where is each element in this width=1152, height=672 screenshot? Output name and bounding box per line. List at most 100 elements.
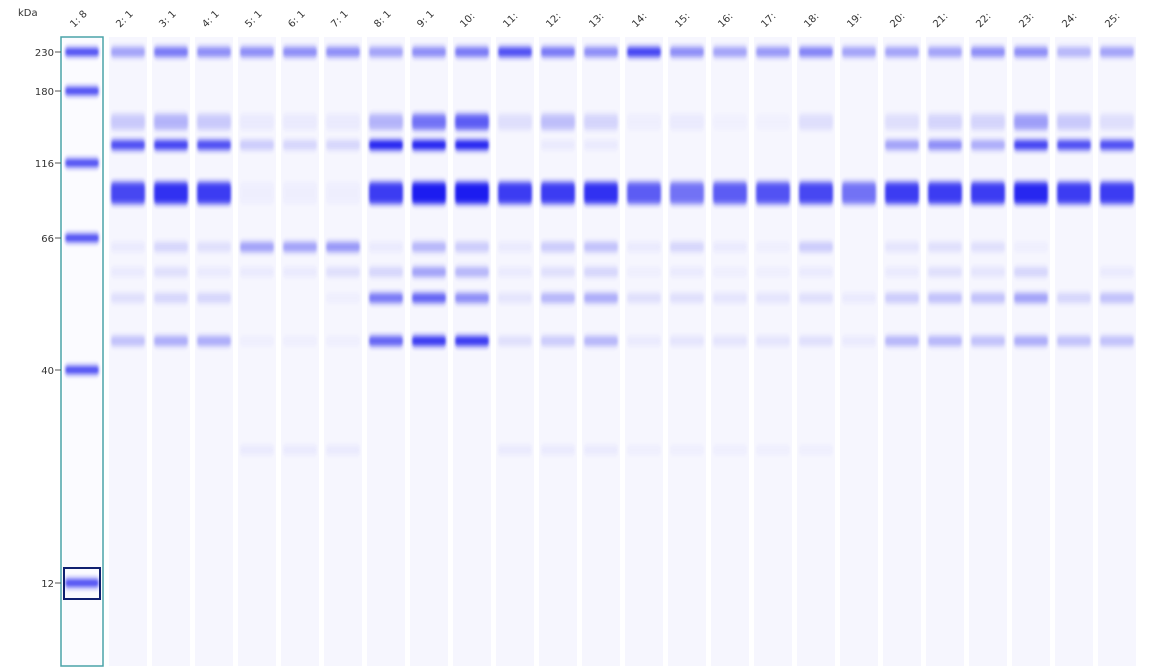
band: [928, 293, 962, 303]
band: [240, 336, 274, 346]
band: [1014, 47, 1048, 57]
band: [65, 48, 99, 56]
band: [326, 293, 360, 303]
lane: [668, 37, 706, 666]
band: [369, 182, 403, 204]
lane: [281, 37, 319, 666]
band: [541, 182, 575, 204]
band: [842, 47, 876, 57]
band: [541, 47, 575, 57]
band: [369, 47, 403, 57]
band: [885, 47, 919, 57]
band: [412, 140, 446, 150]
band: [627, 47, 661, 57]
band: [197, 267, 231, 277]
band: [627, 267, 661, 277]
band: [412, 336, 446, 346]
band: [971, 336, 1005, 346]
band: [412, 182, 446, 204]
band: [369, 140, 403, 150]
band: [670, 182, 704, 204]
band: [756, 293, 790, 303]
lane-label: 15:: [673, 11, 692, 30]
band: [627, 293, 661, 303]
band: [455, 336, 489, 346]
band: [65, 579, 99, 587]
band: [713, 336, 747, 346]
lane-label: 24:: [1060, 11, 1079, 30]
band: [455, 242, 489, 252]
band: [541, 242, 575, 252]
band: [627, 242, 661, 252]
band: [756, 242, 790, 252]
band: [111, 140, 145, 150]
lane: [969, 37, 1007, 666]
band: [369, 242, 403, 252]
band: [326, 182, 360, 204]
band: [971, 47, 1005, 57]
band: [498, 267, 532, 277]
band: [240, 445, 274, 455]
band: [670, 336, 704, 346]
band: [154, 47, 188, 57]
marker-label: 40: [41, 366, 54, 377]
lane-label: 20:: [888, 11, 907, 30]
band: [1014, 267, 1048, 277]
gel-view: kDa 1: 82: 13: 14: 15: 16: 17: 18: 19: 1…: [0, 0, 1152, 668]
lane: [1055, 37, 1093, 666]
band: [971, 267, 1005, 277]
band: [498, 242, 532, 252]
lane-label: 21:: [931, 11, 950, 30]
band: [1057, 293, 1091, 303]
lane-label: 3: 1: [157, 9, 178, 30]
lane: [625, 37, 663, 666]
band: [541, 267, 575, 277]
band: [670, 242, 704, 252]
band: [541, 293, 575, 303]
band: [240, 182, 274, 204]
lane: [539, 37, 577, 666]
lane-label: 11:: [501, 11, 520, 30]
band: [111, 47, 145, 57]
band: [197, 242, 231, 252]
band: [1057, 114, 1091, 130]
lane: [1012, 37, 1050, 666]
lane-label: 18:: [802, 11, 821, 30]
lane-label: 1: 8: [68, 9, 89, 30]
band: [1014, 242, 1048, 252]
band: [369, 267, 403, 277]
lane-label: 2: 1: [114, 9, 135, 30]
marker-label: 180: [35, 87, 54, 98]
band: [283, 242, 317, 252]
band: [1100, 336, 1134, 346]
band: [240, 114, 274, 130]
band: [928, 336, 962, 346]
band: [197, 47, 231, 57]
lane: [797, 37, 835, 666]
band: [283, 47, 317, 57]
page: kDa 1: 82: 13: 14: 15: 16: 17: 18: 19: 1…: [0, 0, 1152, 668]
band: [627, 336, 661, 346]
band: [1100, 140, 1134, 150]
band: [197, 114, 231, 130]
band: [584, 140, 618, 150]
band: [842, 182, 876, 204]
band: [326, 242, 360, 252]
lane: [63, 37, 101, 666]
band: [713, 182, 747, 204]
band: [455, 293, 489, 303]
lane: [453, 37, 491, 666]
lane-label: 23:: [1017, 11, 1036, 30]
band: [326, 114, 360, 130]
band: [412, 47, 446, 57]
band: [799, 336, 833, 346]
band: [455, 140, 489, 150]
band: [111, 293, 145, 303]
lane-label: 4: 1: [200, 9, 221, 30]
band: [369, 336, 403, 346]
band: [627, 182, 661, 204]
lane-label: 6: 1: [286, 9, 307, 30]
lane: [410, 37, 448, 666]
band: [283, 182, 317, 204]
lane: [496, 37, 534, 666]
